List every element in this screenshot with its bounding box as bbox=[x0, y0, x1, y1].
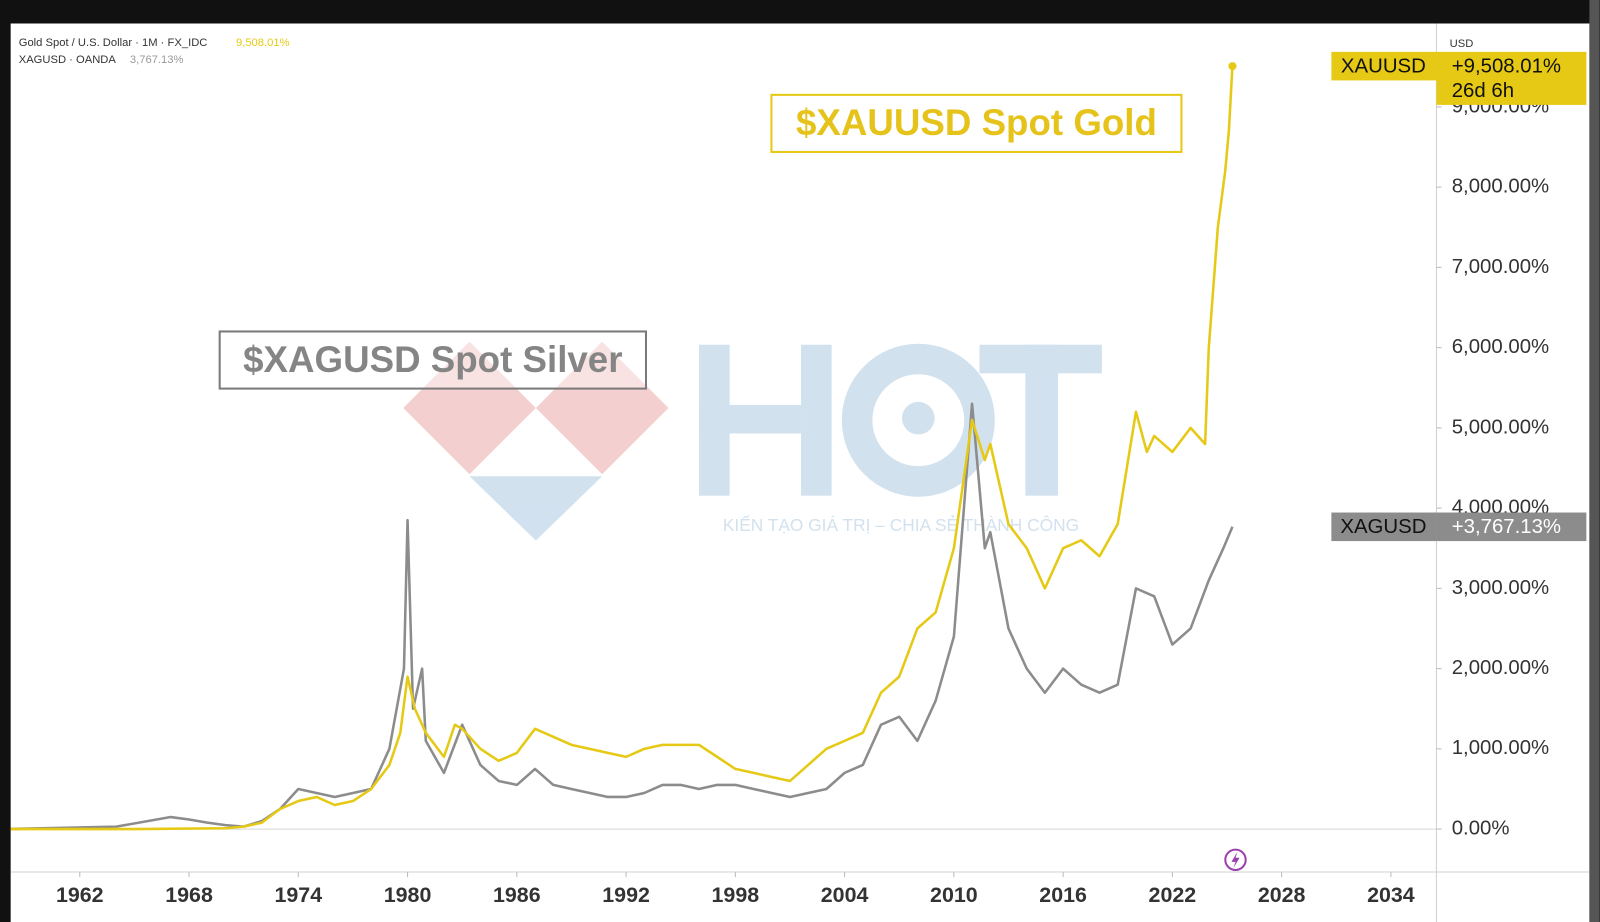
x-tick-label: 2010 bbox=[930, 883, 978, 907]
price-tag bbox=[1436, 51, 1587, 105]
logo-triangle bbox=[469, 476, 603, 541]
series-line bbox=[6, 66, 1234, 831]
logo-c bbox=[901, 401, 935, 435]
chart-background bbox=[10, 23, 1590, 922]
icon bbox=[1231, 851, 1240, 868]
axis-unit: USD bbox=[1450, 38, 1474, 50]
y-tick-label: 2,000.00% bbox=[1452, 657, 1549, 679]
logo-c bbox=[841, 343, 995, 497]
x-tick-label: 1974 bbox=[274, 883, 322, 907]
y-tick-label: 0.00% bbox=[1452, 817, 1510, 839]
y-tick-label: 5,000.00% bbox=[1452, 416, 1549, 438]
logo-diamond bbox=[403, 341, 536, 475]
price-tag bbox=[1436, 512, 1587, 542]
frame bbox=[0, 0, 1600, 24]
y-tick-label: 6,000.00% bbox=[1452, 336, 1549, 358]
annotation: $XAGUSD Spot Silver bbox=[243, 339, 622, 380]
logo-h bbox=[699, 404, 802, 434]
symbol-tag bbox=[1331, 51, 1437, 81]
x-tick-label: 1998 bbox=[712, 883, 760, 907]
x-tick-label: 2028 bbox=[1258, 883, 1306, 907]
legend-value: 9,508.01% bbox=[236, 37, 290, 49]
watermark-tagline: KIẾN TẠO GIÁ TRỊ – CHIA SẺ THÀNH CÔNG bbox=[723, 515, 1079, 535]
x-tick-label: 1980 bbox=[384, 883, 432, 907]
annotation-box bbox=[770, 93, 1183, 153]
frame bbox=[0, 0, 11, 922]
series-line bbox=[6, 402, 1234, 831]
price-tag-label: +3,767.13% bbox=[1452, 516, 1561, 538]
x-tick-label: 2016 bbox=[1039, 883, 1087, 907]
countdown: 26d 6h bbox=[1452, 80, 1514, 102]
y-tick-label: 3,000.00% bbox=[1452, 577, 1549, 599]
legend-value: 3,767.13% bbox=[130, 54, 184, 66]
y-tick-label: 8,000.00% bbox=[1452, 176, 1549, 198]
y-tick-label: 7,000.00% bbox=[1452, 256, 1549, 278]
symbol-tag bbox=[1331, 512, 1437, 542]
logo-h bbox=[801, 344, 832, 496]
symbol-tag-label: XAGUSD bbox=[1340, 516, 1426, 538]
legend-name: XAGUSD · OANDA bbox=[19, 54, 117, 66]
x-tick-label: 2022 bbox=[1149, 883, 1197, 907]
plot-area bbox=[6, 66, 1437, 831]
x-tick-label: 1992 bbox=[602, 883, 650, 907]
price-tag-label: +9,508.01% bbox=[1452, 56, 1561, 78]
logo-t bbox=[1025, 344, 1059, 496]
icon[interactable] bbox=[1224, 848, 1247, 872]
symbol-tag-label: XAUUSD bbox=[1341, 56, 1426, 78]
watermark: KIẾN TẠO GIÁ TRỊ – CHIA SẺ THÀNH CÔNG bbox=[403, 341, 1102, 541]
frame bbox=[1589, 0, 1600, 922]
x-tick-label: 2034 bbox=[1367, 883, 1415, 907]
annotation: $XAUUSD Spot Gold bbox=[796, 102, 1157, 143]
x-tick-label: 1968 bbox=[165, 883, 213, 907]
last-point bbox=[1228, 62, 1237, 71]
y-tick-label: 1,000.00% bbox=[1452, 737, 1549, 759]
x-tick-label: 1986 bbox=[493, 883, 541, 907]
annotation-box bbox=[218, 330, 648, 390]
x-tick-label: 1962 bbox=[56, 883, 104, 907]
legend-name: Gold Spot / U.S. Dollar · 1M · FX_IDC bbox=[19, 37, 208, 49]
x-tick-label: 2004 bbox=[821, 883, 869, 907]
